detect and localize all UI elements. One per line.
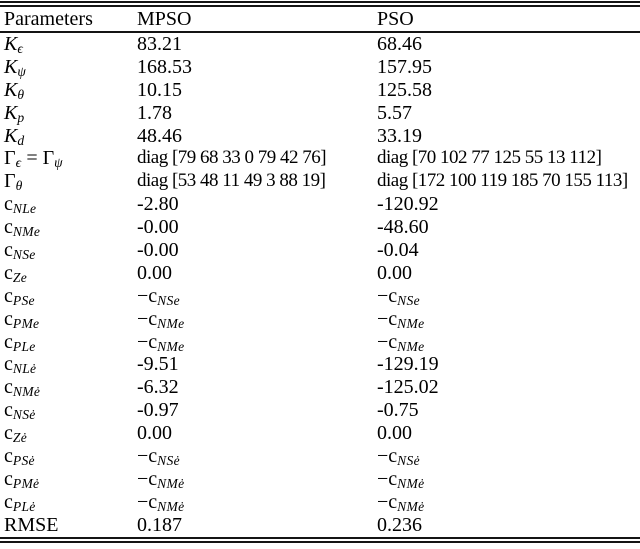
table-row: RMSE 0.187 0.236: [0, 514, 640, 537]
table-row: cPLė −cNMė −cNMė: [0, 491, 640, 514]
table-bottom-rule: [0, 536, 640, 543]
param-label: cPLe: [4, 330, 36, 354]
param-label: Kϵ: [4, 33, 24, 56]
pso-value: 0.236: [377, 513, 422, 536]
table-row: cNLe -2.80 -120.92: [0, 193, 640, 216]
table-row: cNLė -9.51 -129.19: [0, 353, 640, 376]
param-label: cNLe: [4, 193, 37, 217]
pso-value: 68.46: [377, 33, 422, 55]
mpso-value: 0.00: [137, 261, 172, 284]
mpso-value: −cNMe: [137, 330, 185, 354]
table-row: Kp 1.78 5.57: [0, 102, 640, 125]
pso-value: diag [172 100 119 185 70 155 113]: [377, 170, 628, 192]
param-label: Γθ: [4, 170, 23, 194]
param-label: Kp: [4, 101, 25, 125]
mpso-value: −cNSė: [137, 445, 180, 469]
pso-value: -0.75: [377, 399, 419, 422]
pso-value: −cNMe: [377, 330, 425, 354]
pso-value: -48.60: [377, 216, 429, 239]
pso-value: 33.19: [377, 124, 422, 147]
table-row: cPSe −cNSe −cNSe: [0, 285, 640, 308]
table-row: cPSė −cNSė −cNSė: [0, 445, 640, 468]
pso-value: 125.58: [377, 78, 432, 101]
pso-value: 0.00: [377, 261, 412, 284]
table-row: Γϵ = Γψ diag [79 68 33 0 79 42 76] diag [7…: [0, 147, 640, 170]
header-pso: PSO: [377, 8, 414, 30]
mpso-value: -9.51: [137, 353, 179, 376]
table-body: Kϵ 83.21 68.46 Kψ 168.53 157.95 Kθ 10.15 125.58 K…: [0, 33, 640, 537]
mpso-value: diag [53 48 11 49 3 88 19]: [137, 170, 326, 192]
mpso-value: −cNMė: [137, 490, 185, 514]
param-label: cNLė: [4, 353, 37, 377]
table-row: cNSe -0.00 -0.04: [0, 239, 640, 262]
table-top-rule: [0, 1, 640, 7]
param-label: cPSė: [4, 445, 35, 469]
pso-value: −cNSė: [377, 445, 420, 469]
table-row: cPMe −cNMe −cNMe: [0, 308, 640, 331]
param-label: cNSė: [4, 399, 36, 423]
mpso-value: -6.32: [137, 376, 179, 399]
table-row: cNMe -0.00 -48.60: [0, 216, 640, 239]
mpso-value: -0.00: [137, 239, 179, 262]
pso-value: -120.92: [377, 193, 439, 216]
mpso-value: -0.00: [137, 216, 179, 239]
mpso-value: 168.53: [137, 55, 192, 78]
mpso-value: 1.78: [137, 101, 172, 124]
param-label: RMSE: [4, 513, 59, 536]
param-label: cNMe: [4, 216, 41, 240]
table-row: cNMė -6.32 -125.02: [0, 376, 640, 399]
mpso-value: -0.97: [137, 399, 179, 422]
header-separator-rule: [0, 31, 640, 33]
pso-value: 0.00: [377, 422, 412, 445]
pso-value: -125.02: [377, 376, 439, 399]
mpso-value: diag [79 68 33 0 79 42 76]: [137, 147, 327, 169]
pso-value: −cNMė: [377, 490, 425, 514]
mpso-value: -2.80: [137, 193, 179, 216]
table-header-row: Parameters MPSO PSO: [0, 7, 640, 31]
table-row: cZe 0.00 0.00: [0, 262, 640, 285]
table-row: cPMė −cNMė −cNMė: [0, 468, 640, 491]
param-label: cZe: [4, 261, 28, 285]
param-label: Kd: [4, 124, 25, 148]
pso-value: 157.95: [377, 55, 432, 78]
table-row: cNSė -0.97 -0.75: [0, 399, 640, 422]
param-label: cNMė: [4, 376, 41, 400]
param-label: cNSe: [4, 239, 36, 262]
mpso-value: 0.00: [137, 422, 172, 445]
param-label: Kψ: [4, 55, 27, 79]
param-label: cPMė: [4, 467, 40, 491]
param-label: Kθ: [4, 78, 25, 102]
table-row: Kθ 10.15 125.58: [0, 79, 640, 102]
pso-value: 5.57: [377, 101, 412, 124]
pso-value: -0.04: [377, 239, 419, 262]
mpso-value: 83.21: [137, 33, 182, 55]
mpso-value: −cNMe: [137, 307, 185, 331]
param-label: Γϵ = Γψ: [4, 147, 63, 171]
param-label: cPSe: [4, 284, 35, 308]
mpso-value: −cNMė: [137, 467, 185, 491]
header-parameters: Parameters: [4, 8, 93, 30]
pso-value: diag [70 102 77 125 55 13 112]: [377, 147, 602, 169]
table-row: Kϵ 83.21 68.46: [0, 33, 640, 56]
pso-value: −cNSe: [377, 284, 420, 308]
table-row: cPLe −cNMe −cNMe: [0, 331, 640, 354]
param-label: cPLė: [4, 490, 36, 514]
table-row: Kd 48.46 33.19: [0, 125, 640, 148]
pso-value: −cNMė: [377, 467, 425, 491]
pso-value: -129.19: [377, 353, 439, 376]
param-label: cPMe: [4, 307, 40, 331]
mpso-value: −cNSe: [137, 284, 180, 308]
mpso-value: 10.15: [137, 78, 182, 101]
mpso-value: 48.46: [137, 124, 182, 147]
param-label: cZė: [4, 422, 28, 446]
table-row: Γθ diag [53 48 11 49 3 88 19] diag [172 10…: [0, 170, 640, 193]
pso-value: −cNMe: [377, 307, 425, 331]
header-mpso: MPSO: [137, 8, 192, 30]
table-row: cZė 0.00 0.00: [0, 422, 640, 445]
mpso-value: 0.187: [137, 513, 182, 536]
table-row: Kψ 168.53 157.95: [0, 56, 640, 79]
